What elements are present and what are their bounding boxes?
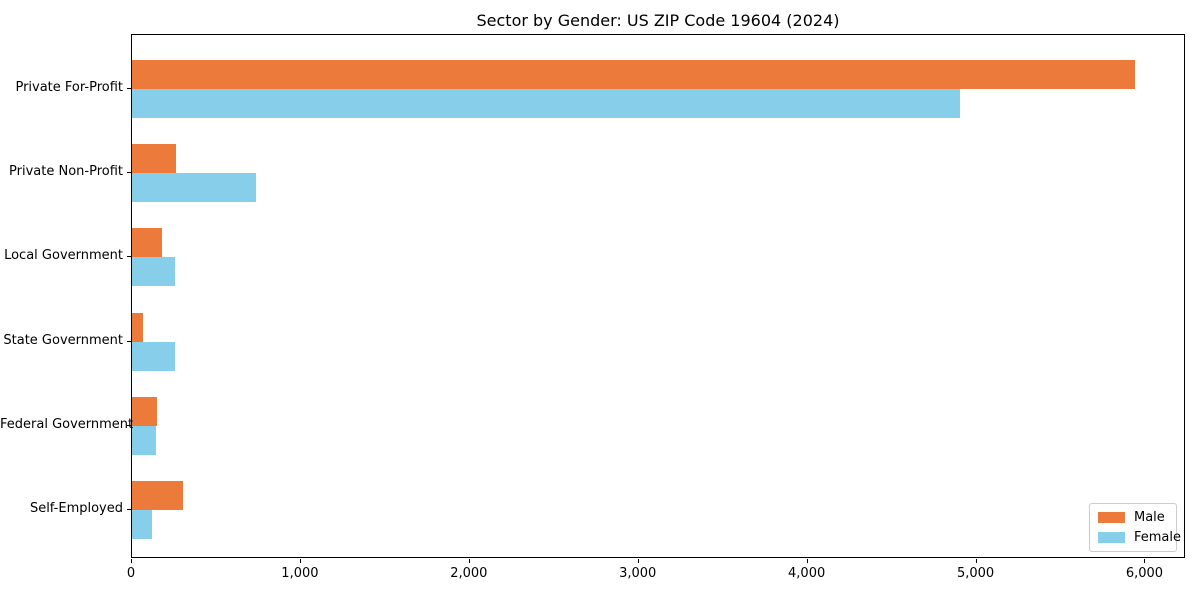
y-tick-mark: [127, 509, 131, 510]
y-tick-label-self-employed: Self-Employed: [29, 501, 123, 516]
male-series-swatch: [1098, 512, 1125, 523]
x-tick-mark: [131, 559, 132, 563]
x-tick-label-5000: 5,000: [956, 566, 995, 581]
bar-male-local-government: [132, 228, 163, 258]
x-tick-mark: [637, 559, 639, 563]
x-tick-label-3000: 3,000: [619, 566, 657, 581]
x-tick-label-4000: 4,000: [788, 566, 826, 581]
x-tick-mark: [1144, 559, 1146, 563]
plot-area: Male Female: [131, 34, 1185, 558]
y-tick-mark: [127, 424, 131, 426]
x-tick-label-2000: 2,000: [450, 566, 488, 581]
y-tick-mark: [127, 172, 131, 174]
legend-item-female: Female: [1098, 531, 1181, 544]
bar-male-self-employed: [132, 481, 183, 510]
bar-female-private-non-profit: [132, 173, 257, 203]
x-tick-mark: [975, 559, 977, 563]
bar-female-federal-government: [132, 425, 157, 455]
y-tick-label-local-government: Local Government: [4, 248, 123, 264]
y-tick-mark: [127, 256, 131, 258]
x-tick-mark: [299, 559, 301, 563]
x-tick-label-1000: 1,000: [281, 566, 319, 581]
legend-label-male: Male: [1134, 510, 1165, 525]
y-tick-label-federal-government: Federal Government: [0, 416, 134, 432]
legend-label-female: Female: [1134, 530, 1182, 545]
bar-female-private-for-profit: [132, 89, 960, 118]
legend: Male Female: [1089, 503, 1181, 552]
y-tick-mark: [127, 88, 131, 89]
bar-male-federal-government: [132, 396, 158, 426]
bar-male-private-for-profit: [132, 60, 1136, 89]
chart-title: Sector by Gender: US ZIP Code 19604 (202…: [476, 11, 840, 30]
y-tick-label-private-for-profit: Private For-Profit: [15, 80, 123, 95]
x-tick-label-6000: 6,000: [1125, 566, 1164, 581]
bar-female-local-government: [132, 257, 176, 287]
y-tick-label-state-government: State Government: [3, 332, 123, 348]
bar-female-self-employed: [132, 510, 153, 539]
bar-male-state-government: [132, 312, 143, 342]
female-series-swatch: [1098, 532, 1125, 543]
y-tick-label-private-non-profit: Private Non-Profit: [9, 164, 123, 180]
y-tick-mark: [127, 340, 131, 342]
x-tick-mark: [468, 559, 470, 563]
legend-item-male: Male: [1098, 511, 1168, 524]
x-tick-label-0: 0: [126, 566, 136, 581]
x-tick-mark: [806, 559, 808, 563]
bar-male-private-non-profit: [132, 144, 176, 174]
bar-female-state-government: [132, 341, 176, 371]
